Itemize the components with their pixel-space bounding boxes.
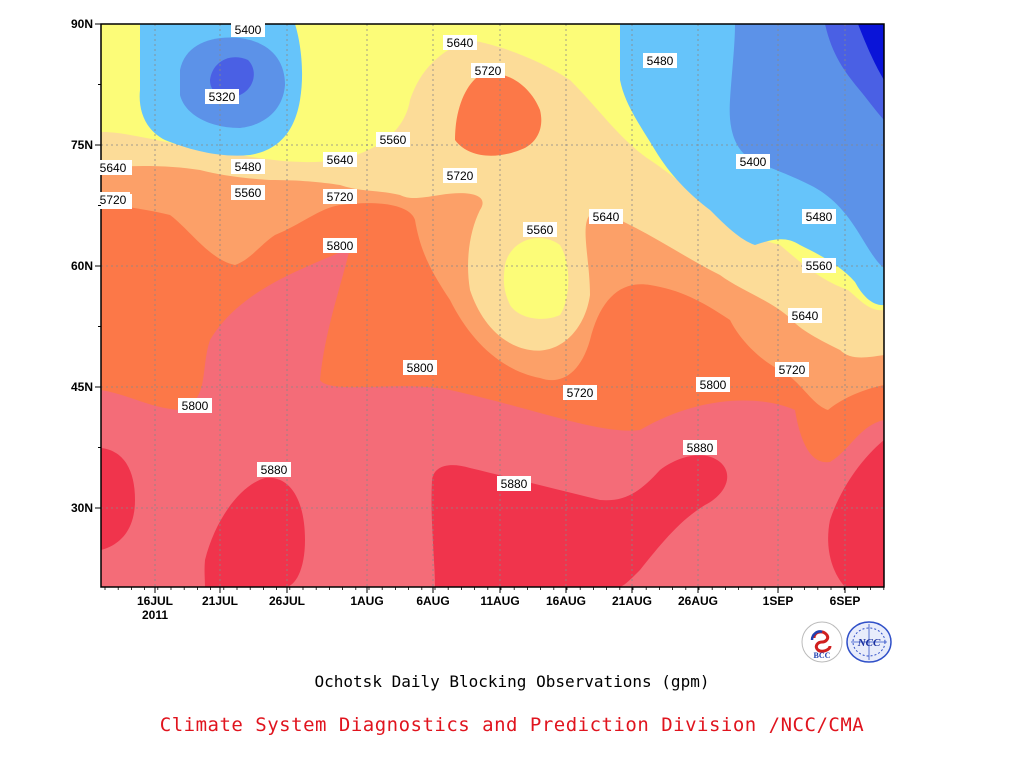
svg-text:5640: 5640: [792, 309, 819, 323]
contour-label: 5720: [563, 385, 597, 400]
y-tick-label: 30N: [71, 501, 93, 515]
contour-label: 5480: [231, 159, 265, 174]
x-tick-label: 1AUG: [350, 594, 383, 608]
svg-text:5800: 5800: [182, 399, 209, 413]
x-tick-label: 21AUG: [612, 594, 652, 608]
contour-label: 5560: [231, 185, 265, 200]
y-tick-label: 45N: [71, 380, 93, 394]
svg-text:5320: 5320: [209, 90, 236, 104]
ncc-logo: NCC: [846, 621, 892, 663]
svg-text:5480: 5480: [647, 54, 674, 68]
contour-label: 5720: [323, 189, 357, 204]
contour-label: 5640: [323, 152, 357, 167]
plot-frame: [100, 23, 885, 588]
x-tick-label: 11AUG: [480, 594, 519, 608]
svg-text:5800: 5800: [407, 361, 434, 375]
contour-label: 5560: [376, 132, 410, 147]
island-5560: [503, 237, 569, 319]
x-axis: 16JUL 21JUL 26JUL 1AUG 6AUG 11AUG 16AUG 21AUG 26…: [104, 587, 885, 622]
y-tick-label: 90N: [71, 17, 93, 31]
svg-text:5880: 5880: [261, 463, 288, 477]
svg-text:5640: 5640: [447, 36, 474, 50]
contour-label: 5720: [775, 362, 809, 377]
svg-text:5720: 5720: [327, 190, 354, 204]
contour-label: 5400: [736, 154, 770, 169]
band-5320-left: [210, 57, 254, 97]
svg-text:5560: 5560: [380, 133, 407, 147]
credit-line: Climate System Diagnostics and Predictio…: [159, 714, 865, 736]
contour-label: 5400: [231, 22, 265, 37]
x-tick-label: 26AUG: [678, 594, 718, 608]
contour-label: 5640: [589, 209, 623, 224]
blob-5880-a: [101, 448, 135, 550]
y-tick-label: 75N: [71, 138, 93, 152]
x-tick-label: 16AUG: [546, 594, 586, 608]
svg-text:5800: 5800: [327, 239, 354, 253]
x-tick-label: 6AUG: [416, 594, 449, 608]
contour-label: 5800: [323, 238, 357, 253]
contour-label: 5560: [802, 258, 836, 273]
svg-text:5480: 5480: [235, 160, 262, 174]
contour-label: 5720: [471, 63, 505, 78]
svg-text:5560: 5560: [527, 223, 554, 237]
ncc-logo-text: NCC: [857, 637, 881, 649]
x-year-label: 2011: [142, 608, 168, 622]
blob-5880-b: [204, 477, 305, 587]
band-5400-right: [729, 24, 884, 268]
x-tick-label: 26JUL: [269, 594, 305, 608]
contour-label: 5720: [96, 192, 130, 207]
contour-label: 5320: [205, 89, 239, 104]
x-tick-label: 16JUL: [137, 594, 173, 608]
contour-label: 5640: [96, 160, 130, 175]
svg-text:5800: 5800: [700, 378, 727, 392]
svg-text:5720: 5720: [567, 386, 594, 400]
svg-text:5640: 5640: [593, 210, 620, 224]
svg-text:5720: 5720: [100, 193, 127, 207]
y-tick-label: 60N: [71, 259, 93, 273]
contour-fill-layer: [101, 24, 884, 587]
contour-label: 5800: [403, 360, 437, 375]
contour-label: 5880: [257, 462, 291, 477]
island-5720: [455, 73, 542, 156]
contour-label: 5800: [696, 377, 730, 392]
contour-label: 5640: [443, 35, 477, 50]
svg-text:5720: 5720: [475, 64, 502, 78]
bcc-logo: BCC: [801, 621, 843, 663]
svg-text:5720: 5720: [779, 363, 806, 377]
x-tick-label: 1SEP: [763, 594, 794, 608]
blob-5880-d: [828, 440, 884, 587]
svg-text:5560: 5560: [235, 186, 262, 200]
x-tick-label: 6SEP: [830, 594, 861, 608]
x-tick-label: 21JUL: [202, 594, 238, 608]
contour-label: 5560: [523, 222, 557, 237]
contour-label: 5480: [802, 209, 836, 224]
y-axis: 90N 75N 60N 45N 30N: [71, 17, 101, 515]
svg-text:5640: 5640: [327, 153, 354, 167]
svg-text:5640: 5640: [100, 161, 127, 175]
svg-text:5880: 5880: [501, 477, 528, 491]
contour-label: 5800: [178, 398, 212, 413]
svg-text:5720: 5720: [447, 169, 474, 183]
svg-text:5400: 5400: [740, 155, 767, 169]
svg-text:5560: 5560: [806, 259, 833, 273]
band-lt5320-right: [858, 24, 884, 80]
contour-label: 5880: [683, 440, 717, 455]
svg-text:5480: 5480: [806, 210, 833, 224]
contour-label: 5720: [443, 168, 477, 183]
svg-text:5400: 5400: [235, 23, 262, 37]
svg-text:5880: 5880: [687, 441, 714, 455]
chart-title: Ochotsk Daily Blocking Observations (gpm…: [314, 672, 710, 691]
bcc-logo-text: BCC: [814, 651, 831, 660]
contour-label: 5880: [497, 476, 531, 491]
contour-label: 5480: [643, 53, 677, 68]
contour-labels: 5400532054805560564057205640556056405720…: [96, 22, 836, 491]
contour-label: 5640: [788, 308, 822, 323]
